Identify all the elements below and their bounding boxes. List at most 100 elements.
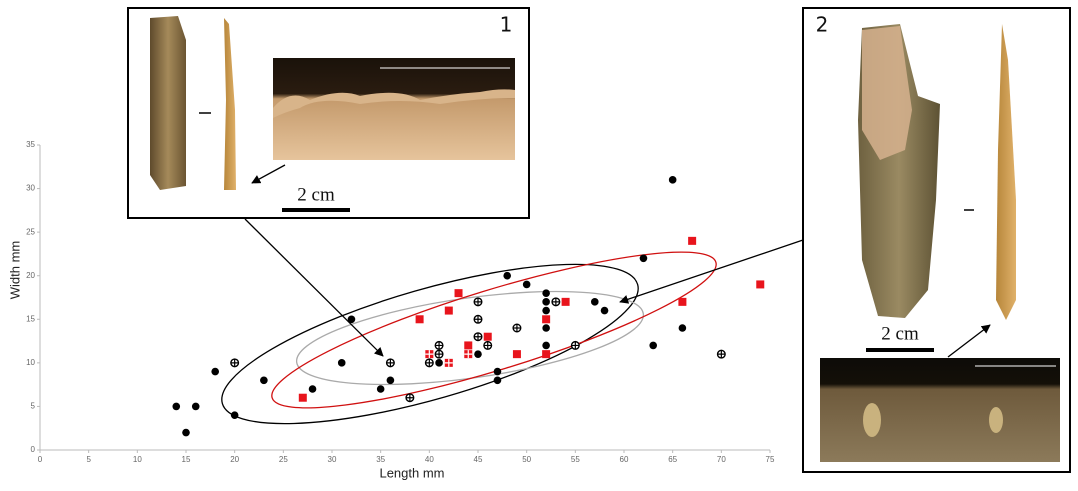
point bbox=[591, 298, 599, 306]
dot bbox=[494, 376, 502, 384]
dot bbox=[387, 376, 395, 384]
dot bbox=[338, 359, 346, 367]
y-tick-label: 30 bbox=[26, 184, 35, 193]
dot bbox=[542, 298, 550, 306]
dot bbox=[172, 403, 180, 411]
dot bbox=[669, 176, 677, 184]
point bbox=[649, 342, 657, 350]
x-tick-label: 60 bbox=[620, 455, 629, 464]
point bbox=[542, 307, 550, 315]
point bbox=[640, 254, 648, 262]
x-tick-label: 75 bbox=[766, 455, 775, 464]
dot bbox=[435, 359, 443, 367]
x-tick-label: 45 bbox=[474, 455, 483, 464]
point bbox=[406, 394, 414, 402]
square bbox=[484, 333, 492, 341]
blade-photo bbox=[150, 16, 186, 190]
point bbox=[669, 176, 677, 184]
inset-number: 1 bbox=[500, 13, 513, 37]
point bbox=[426, 359, 434, 367]
square bbox=[756, 280, 764, 288]
point bbox=[542, 324, 550, 332]
point bbox=[513, 350, 521, 358]
dot bbox=[260, 376, 268, 384]
dot bbox=[211, 368, 219, 376]
point bbox=[338, 359, 346, 367]
dot bbox=[601, 307, 609, 315]
micrograph bbox=[820, 358, 1060, 462]
y-tick-label: 10 bbox=[26, 358, 35, 367]
micrograph bbox=[273, 58, 515, 160]
square bbox=[299, 394, 307, 402]
dot bbox=[494, 368, 502, 376]
dot bbox=[503, 272, 511, 280]
point bbox=[435, 350, 443, 358]
dot bbox=[523, 281, 531, 289]
x-tick-label: 40 bbox=[425, 455, 434, 464]
x-tick-label: 15 bbox=[182, 455, 191, 464]
point bbox=[309, 385, 317, 393]
x-axis-label: Length mm bbox=[379, 465, 444, 480]
y-tick-label: 20 bbox=[26, 271, 35, 280]
confidence-ellipse bbox=[207, 232, 653, 457]
point bbox=[503, 272, 511, 280]
dot bbox=[649, 342, 657, 350]
point bbox=[552, 298, 560, 306]
point bbox=[192, 403, 200, 411]
inset-2: 2 2 cm bbox=[803, 8, 1070, 472]
point bbox=[484, 333, 492, 341]
x-tick-label: 20 bbox=[230, 455, 239, 464]
point bbox=[494, 368, 502, 376]
point bbox=[542, 315, 550, 323]
square bbox=[678, 298, 686, 306]
point bbox=[542, 298, 550, 306]
y-tick-label: 15 bbox=[26, 314, 35, 323]
arrow bbox=[245, 219, 383, 356]
dot bbox=[474, 350, 482, 358]
y-tick-label: 5 bbox=[31, 402, 36, 411]
point bbox=[416, 315, 424, 323]
inset-number: 2 bbox=[816, 13, 829, 37]
point bbox=[718, 350, 726, 358]
square bbox=[416, 315, 424, 323]
scale-label: 2 cm bbox=[881, 323, 919, 344]
dot bbox=[192, 403, 200, 411]
dot bbox=[182, 429, 190, 437]
x-tick-label: 50 bbox=[522, 455, 531, 464]
point bbox=[523, 281, 531, 289]
point bbox=[756, 280, 764, 288]
y-axis-label: Width mm bbox=[7, 241, 22, 300]
point bbox=[474, 298, 482, 306]
square bbox=[688, 237, 696, 245]
micrograph-detail bbox=[863, 403, 881, 437]
x-tick-label: 5 bbox=[86, 455, 91, 464]
point bbox=[260, 376, 268, 384]
point bbox=[182, 429, 190, 437]
point bbox=[542, 342, 550, 350]
scale-label: 2 cm bbox=[297, 184, 335, 205]
dot bbox=[542, 307, 550, 315]
x-tick-label: 65 bbox=[668, 455, 677, 464]
point bbox=[494, 376, 502, 384]
square bbox=[445, 307, 453, 315]
dot bbox=[542, 324, 550, 332]
inset-1: 1 2 cm bbox=[128, 8, 529, 218]
point bbox=[435, 359, 443, 367]
confidence-ellipse bbox=[260, 224, 727, 436]
point bbox=[484, 342, 492, 350]
point bbox=[425, 350, 433, 358]
point bbox=[445, 359, 453, 367]
x-tick-label: 0 bbox=[38, 455, 43, 464]
point bbox=[474, 315, 482, 323]
y-tick-label: 35 bbox=[26, 140, 35, 149]
square bbox=[455, 289, 463, 297]
point bbox=[445, 307, 453, 315]
point bbox=[474, 350, 482, 358]
point bbox=[513, 324, 521, 332]
dot bbox=[231, 411, 239, 419]
x-tick-label: 35 bbox=[376, 455, 385, 464]
dot bbox=[542, 289, 550, 297]
point bbox=[377, 385, 385, 393]
point bbox=[231, 359, 239, 367]
point bbox=[435, 342, 443, 350]
